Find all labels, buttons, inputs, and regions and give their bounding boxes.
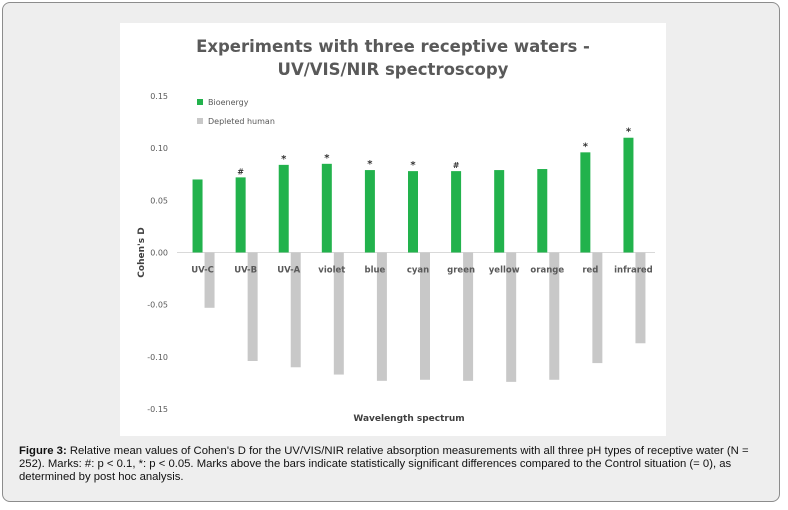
depleted-human-bar — [333, 252, 344, 375]
bioenergy-bar — [408, 171, 418, 253]
significance-mark: * — [367, 159, 373, 170]
x-category-label: UV-C — [191, 266, 214, 276]
legend-label: Depleted human — [208, 117, 275, 126]
depleted-human-bar — [376, 252, 387, 381]
y-axis-label: Cohen's D — [137, 227, 147, 277]
depleted-human-bar — [592, 252, 603, 364]
bioenergy-bar — [494, 170, 505, 253]
depleted-human-bar — [635, 252, 646, 344]
legend-swatch — [197, 118, 203, 124]
bioenergy-bar — [192, 179, 203, 253]
significance-mark: # — [453, 161, 460, 170]
bioenergy-bar — [235, 177, 246, 253]
bioenergy-bar — [364, 170, 375, 253]
x-category-label: violet — [318, 266, 345, 276]
x-category-label: UV-A — [277, 266, 300, 276]
depleted-human-bar — [420, 252, 430, 380]
significance-mark: # — [237, 167, 244, 176]
x-category-label: green — [447, 266, 475, 276]
legend-label: Bioenergy — [208, 98, 249, 107]
significance-mark: * — [281, 154, 287, 165]
x-category-label: cyan — [407, 266, 429, 276]
depleted-human-bar — [247, 252, 258, 362]
x-category-label: UV-B — [234, 266, 257, 276]
depleted-human-bar — [463, 252, 474, 381]
x-category-label: infrared — [614, 266, 653, 276]
x-category-label: yellow — [489, 266, 520, 276]
y-tick-label: -0.05 — [147, 301, 168, 310]
x-category-label: orange — [530, 266, 564, 276]
depleted-human-bar — [549, 252, 560, 380]
caption-text: Relative mean values of Cohen's D for th… — [19, 445, 749, 483]
significance-mark: * — [410, 160, 416, 171]
depleted-human-bar — [506, 252, 517, 382]
chart-panel: Experiments with three receptive waters … — [120, 23, 666, 436]
x-category-label: red — [582, 266, 598, 276]
bioenergy-bar — [537, 169, 548, 253]
y-tick-label: 0.05 — [150, 196, 168, 205]
x-category-label: blue — [364, 266, 385, 276]
figure-frame: Experiments with three receptive waters … — [2, 2, 780, 502]
chart-title-line: UV/VIS/NIR spectroscopy — [278, 60, 509, 79]
y-tick-label: 0.00 — [150, 249, 168, 258]
bioenergy-bar — [451, 171, 462, 253]
bioenergy-bar — [278, 164, 289, 253]
depleted-human-bar — [290, 252, 301, 368]
y-tick-label: 0.10 — [150, 144, 168, 153]
y-tick-label: -0.10 — [147, 353, 168, 362]
legend-swatch — [197, 99, 203, 105]
y-tick-label: -0.15 — [147, 405, 168, 414]
caption-label: Figure 3: — [19, 445, 67, 457]
significance-mark: * — [583, 141, 589, 152]
significance-mark: * — [324, 153, 330, 164]
depleted-human-bar — [204, 252, 215, 308]
figure-caption: Figure 3: Relative mean values of Cohen'… — [19, 445, 767, 484]
significance-mark: * — [626, 127, 632, 138]
bioenergy-bar — [580, 152, 591, 253]
bar-chart: Experiments with three receptive waters … — [137, 37, 655, 424]
bioenergy-bar — [321, 163, 332, 253]
chart-title-line: Experiments with three receptive waters … — [196, 37, 590, 56]
bioenergy-bar — [623, 137, 634, 253]
y-tick-label: 0.15 — [150, 92, 168, 101]
x-axis-label: Wavelength spectrum — [353, 414, 464, 424]
